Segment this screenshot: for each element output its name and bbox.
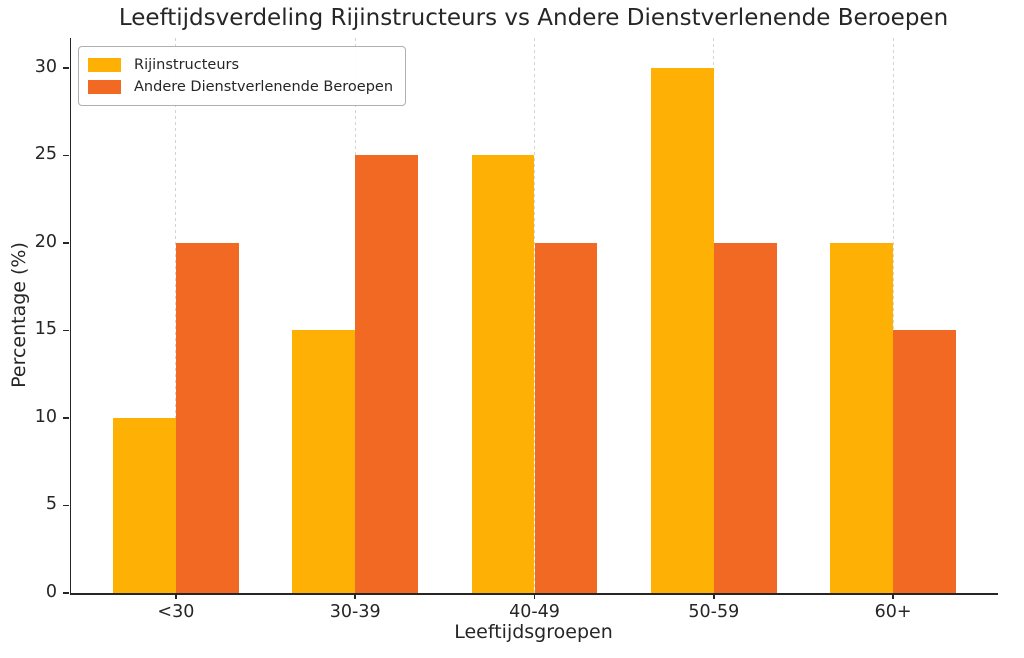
chart-title: Leeftijdsverdeling Rijinstructeurs vs An… bbox=[118, 5, 949, 31]
y-tick-label-20: 20 bbox=[34, 231, 57, 252]
y-tick-20 bbox=[63, 242, 70, 244]
y-tick-label-0: 0 bbox=[45, 582, 57, 602]
plot-area: Rijinstructeurs Andere Dienstverlenende … bbox=[35, 38, 998, 622]
y-tick-10 bbox=[63, 417, 70, 419]
y-tick-0 bbox=[63, 592, 70, 594]
bar-andere-dienstverlenende-beroepen-60plus bbox=[893, 330, 956, 593]
legend-label-rijinstructeurs: Rijinstructeurs bbox=[134, 57, 240, 73]
y-tick-30 bbox=[63, 67, 70, 69]
bar-andere-dienstverlenende-beroepen-40-49 bbox=[534, 242, 598, 593]
bar-rijinstructeurs-30-39 bbox=[292, 330, 356, 593]
y-tick-15 bbox=[63, 329, 70, 332]
x-tick-label-30-39: 30-39 bbox=[329, 602, 381, 622]
bar-rijinstructeurs-lt30 bbox=[113, 417, 176, 593]
x-tick-50-59 bbox=[713, 593, 715, 599]
legend-label-andere-beroepen: Andere Dienstverlenende Beroepen bbox=[134, 79, 394, 95]
x-tick-label-50-59: 50-59 bbox=[688, 602, 740, 622]
gridline-60plus bbox=[892, 38, 894, 593]
x-tick-30-39 bbox=[354, 593, 356, 599]
bar-rijinstructeurs-60plus bbox=[830, 242, 894, 593]
legend-swatch-andere-beroepen bbox=[88, 80, 121, 94]
x-tick-lt30 bbox=[175, 593, 177, 599]
y-tick-25 bbox=[63, 154, 70, 157]
bar-andere-dienstverlenende-beroepen-30-39 bbox=[355, 155, 418, 593]
legend-swatch-rijinstructeurs bbox=[88, 58, 121, 72]
y-tick-label-30: 30 bbox=[34, 56, 57, 77]
y-tick-label-25: 25 bbox=[34, 144, 57, 165]
x-tick-label-lt30: <30 bbox=[157, 602, 195, 622]
bar-andere-dienstverlenende-beroepen-50-59 bbox=[713, 242, 777, 593]
legend-item-rijinstructeurs: Rijinstructeurs bbox=[88, 54, 393, 76]
bar-rijinstructeurs-50-59 bbox=[651, 67, 714, 593]
y-tick-label-15: 15 bbox=[34, 319, 57, 340]
y-tick-5 bbox=[63, 504, 70, 507]
x-tick-label-40-49: 40-49 bbox=[509, 602, 560, 622]
bar-andere-dienstverlenende-beroepen-lt30 bbox=[175, 242, 239, 593]
y-tick-label-10: 10 bbox=[34, 406, 57, 427]
y-axis-label: Percentage (%) bbox=[8, 242, 30, 388]
legend: Rijinstructeurs Andere Dienstverlenende … bbox=[78, 46, 407, 106]
y-tick-label-5: 5 bbox=[45, 494, 57, 515]
x-axis-label: Leeftijdsgroepen bbox=[454, 621, 613, 643]
x-tick-label-60plus: 60+ bbox=[874, 602, 912, 622]
x-tick-40-49 bbox=[533, 593, 536, 599]
bar-rijinstructeurs-40-49 bbox=[471, 155, 535, 593]
x-tick-60plus bbox=[892, 593, 894, 599]
legend-item-andere-beroepen: Andere Dienstverlenende Beroepen bbox=[88, 76, 393, 98]
